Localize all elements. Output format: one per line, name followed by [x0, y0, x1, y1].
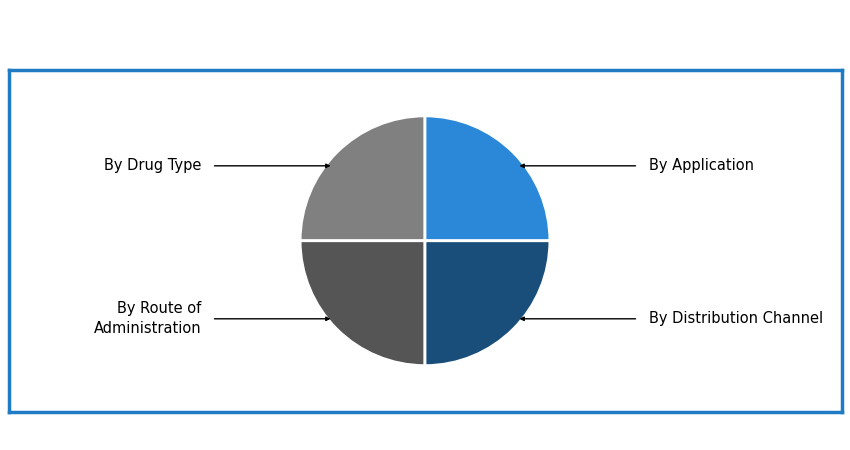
Text: +1 929-297-9727 | +44-289-581-7111: +1 929-297-9727 | +44-289-581-7111 [38, 426, 226, 436]
Wedge shape [425, 241, 550, 365]
Text: ☎: ☎ [17, 426, 31, 436]
Wedge shape [300, 241, 425, 365]
Wedge shape [425, 116, 550, 241]
Text: By Distribution Channel: By Distribution Channel [649, 311, 823, 326]
Text: By Route of
Administration: By Route of Administration [94, 302, 201, 336]
Text: By Application: By Application [649, 158, 754, 173]
Text: By Drug Type: By Drug Type [104, 158, 201, 173]
Text: Prostaglandin Analogs Market By Segmentation: Prostaglandin Analogs Market By Segmenta… [124, 25, 726, 45]
Text: sales@polarismarketresearch.com: sales@polarismarketresearch.com [361, 426, 530, 436]
Text: © Polaris Market Research and Consulting LLP: © Polaris Market Research and Consulting… [595, 426, 822, 436]
Text: ✉: ✉ [340, 426, 349, 436]
Wedge shape [300, 116, 425, 241]
